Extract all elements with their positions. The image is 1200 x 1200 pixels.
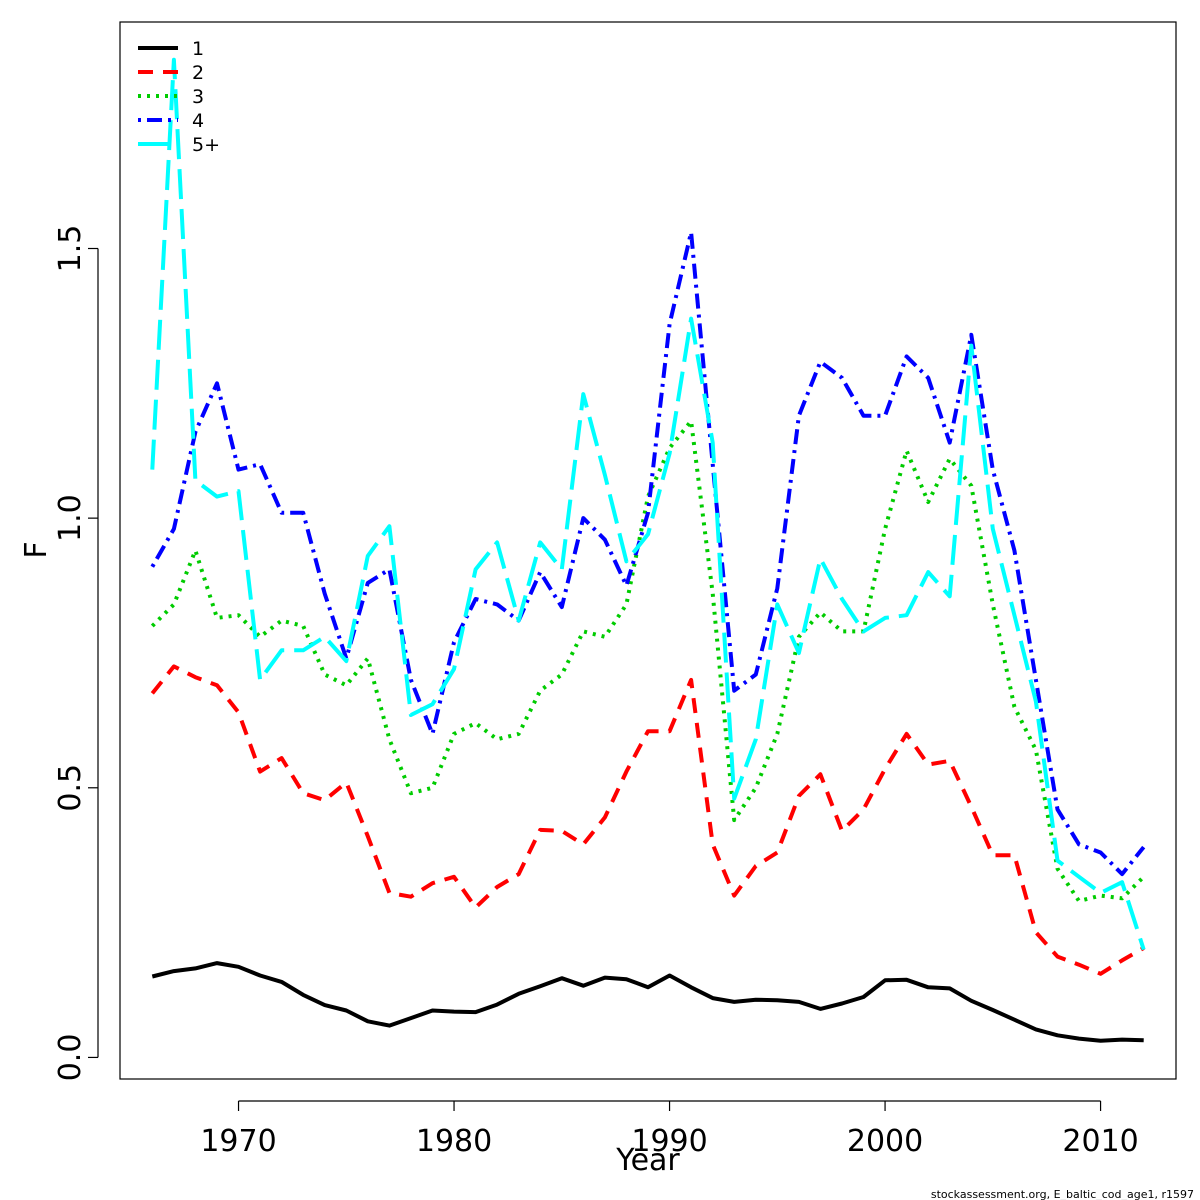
x-tick-label: 2010 bbox=[1062, 1124, 1138, 1159]
legend-label: 2 bbox=[192, 62, 204, 84]
y-tick-label: 1.0 bbox=[53, 494, 88, 542]
plot-frame bbox=[119, 21, 1177, 1080]
x-tick-label: 1970 bbox=[200, 1124, 276, 1159]
y-tick-label: 0.5 bbox=[53, 764, 88, 812]
legend-label: 3 bbox=[192, 86, 204, 108]
y-tick-label: 0.0 bbox=[53, 1034, 88, 1082]
y-tick-label: 1.5 bbox=[53, 225, 88, 273]
legend-label: 4 bbox=[192, 110, 204, 132]
series-line-3 bbox=[150, 419, 1146, 903]
series-line-4 bbox=[150, 230, 1146, 877]
y-axis-title: F bbox=[19, 541, 54, 558]
series-line-1 bbox=[151, 961, 1144, 1043]
y-axis: 0.0 0.5 1.0 1.5 bbox=[53, 225, 99, 1082]
x-tick-label: 1980 bbox=[416, 1124, 492, 1159]
legend-label: 1 bbox=[192, 38, 204, 60]
x-tick-label: 1990 bbox=[631, 1124, 707, 1159]
legend-label: 5+ bbox=[192, 134, 220, 156]
x-axis-title: Year bbox=[615, 1143, 680, 1178]
x-axis: 1970 1980 1990 2000 2010 bbox=[200, 1100, 1139, 1159]
series-layer bbox=[150, 57, 1146, 1043]
series-line-2 bbox=[150, 664, 1145, 976]
x-tick-label: 2000 bbox=[847, 1124, 923, 1159]
series-line-5plus bbox=[150, 57, 1146, 951]
footer-note: stockassessment.org, E_baltic_cod_age1, … bbox=[931, 1188, 1194, 1200]
